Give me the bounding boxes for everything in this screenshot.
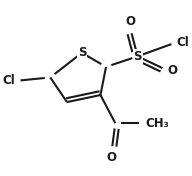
Text: Cl: Cl xyxy=(177,36,189,49)
Text: O: O xyxy=(107,151,117,164)
Text: S: S xyxy=(133,50,142,63)
Text: O: O xyxy=(167,64,177,77)
Text: CH₃: CH₃ xyxy=(145,117,169,130)
Text: Cl: Cl xyxy=(2,74,15,87)
Text: S: S xyxy=(78,46,86,59)
Text: O: O xyxy=(125,15,135,28)
